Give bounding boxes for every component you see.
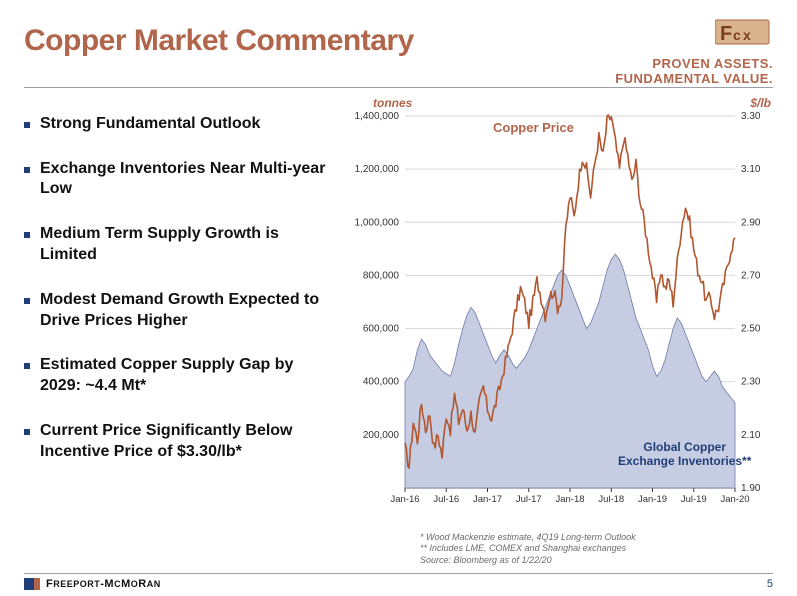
- svg-text:Jul-17: Jul-17: [516, 494, 542, 505]
- bullet-icon: [24, 122, 30, 128]
- svg-text:200,000: 200,000: [363, 430, 400, 441]
- svg-text:c: c: [733, 27, 741, 43]
- svg-text:3.30: 3.30: [741, 111, 761, 122]
- series-label-inventory: Global Copper Exchange Inventories**: [618, 440, 751, 469]
- company-logo: F c x PROVEN ASSETS. FUNDAMENTAL VALUE.: [615, 18, 773, 87]
- bullet-icon: [24, 298, 30, 304]
- svg-text:2.50: 2.50: [741, 323, 761, 334]
- svg-text:Jan-17: Jan-17: [473, 494, 502, 505]
- slide: Copper Market Commentary F c x PROVEN AS…: [0, 0, 797, 596]
- bullet-icon: [24, 232, 30, 238]
- page-title: Copper Market Commentary: [24, 24, 414, 58]
- logo-tagline-1: PROVEN ASSETS.: [652, 56, 773, 71]
- bullet-text: Strong Fundamental Outlook: [40, 114, 260, 135]
- chart-container: tonnes $/lb 200,000 400,000 600,000 800,000…: [343, 98, 773, 518]
- svg-text:600,000: 600,000: [363, 323, 400, 334]
- bullet-text: Current Price Significantly Below Incent…: [40, 421, 331, 463]
- bullet-list: Strong Fundamental Outlook Exchange Inve…: [24, 98, 331, 518]
- logo-tagline-2: FUNDAMENTAL VALUE.: [615, 71, 773, 86]
- svg-text:Jul-16: Jul-16: [433, 494, 459, 505]
- svg-text:x: x: [743, 27, 751, 43]
- bullet-item: Modest Demand Growth Expected to Drive P…: [24, 290, 331, 332]
- svg-text:Jan-19: Jan-19: [638, 494, 667, 505]
- footnote-line: Source: Bloomberg as of 1/22/20: [420, 555, 636, 566]
- svg-text:2.70: 2.70: [741, 270, 761, 281]
- bullet-item: Estimated Copper Supply Gap by 2029: ~4.…: [24, 355, 331, 397]
- footnote-line: ** Includes LME, COMEX and Shanghai exch…: [420, 543, 636, 554]
- svg-text:1,000,000: 1,000,000: [355, 217, 400, 228]
- brand-icon: [24, 578, 40, 590]
- footnotes: * Wood Mackenzie estimate, 4Q19 Long-ter…: [420, 532, 636, 566]
- svg-text:1,200,000: 1,200,000: [355, 164, 400, 175]
- footer: FREEPORT-MCMORAN 5: [24, 573, 773, 590]
- svg-text:Jan-16: Jan-16: [390, 494, 419, 505]
- bullet-icon: [24, 167, 30, 173]
- bullet-text: Medium Term Supply Growth is Limited: [40, 224, 331, 266]
- svg-text:Jan-18: Jan-18: [555, 494, 584, 505]
- bullet-icon: [24, 429, 30, 435]
- svg-text:1,400,000: 1,400,000: [355, 111, 400, 122]
- bullet-text: Modest Demand Growth Expected to Drive P…: [40, 290, 331, 332]
- svg-text:Jul-18: Jul-18: [598, 494, 624, 505]
- footnote-line: * Wood Mackenzie estimate, 4Q19 Long-ter…: [420, 532, 636, 543]
- svg-text:400,000: 400,000: [363, 376, 400, 387]
- y-axis-right-title: $/lb: [750, 96, 771, 110]
- y-axis-left-title: tonnes: [373, 96, 412, 110]
- svg-text:3.10: 3.10: [741, 164, 761, 175]
- logo-icon: F c x: [715, 18, 773, 48]
- series-label-price: Copper Price: [493, 120, 574, 135]
- svg-text:Jul-19: Jul-19: [681, 494, 707, 505]
- bullet-icon: [24, 363, 30, 369]
- svg-text:1.90: 1.90: [741, 483, 761, 494]
- page-number: 5: [767, 578, 773, 590]
- footer-brand: FREEPORT-MCMORAN: [24, 578, 161, 590]
- bullet-item: Medium Term Supply Growth is Limited: [24, 224, 331, 266]
- svg-text:F: F: [720, 23, 733, 45]
- header-divider: [24, 87, 773, 88]
- bullet-text: Estimated Copper Supply Gap by 2029: ~4.…: [40, 355, 331, 397]
- svg-text:Jan-20: Jan-20: [720, 494, 749, 505]
- svg-text:800,000: 800,000: [363, 270, 400, 281]
- svg-text:2.30: 2.30: [741, 376, 761, 387]
- brand-name: FREEPORT-MCMORAN: [46, 578, 161, 590]
- bullet-text: Exchange Inventories Near Multi-year Low: [40, 159, 331, 201]
- bullet-item: Strong Fundamental Outlook: [24, 114, 331, 135]
- bullet-item: Exchange Inventories Near Multi-year Low: [24, 159, 331, 201]
- body: Strong Fundamental Outlook Exchange Inve…: [24, 98, 773, 518]
- header: Copper Market Commentary F c x PROVEN AS…: [24, 18, 773, 87]
- svg-text:2.90: 2.90: [741, 217, 761, 228]
- bullet-item: Current Price Significantly Below Incent…: [24, 421, 331, 463]
